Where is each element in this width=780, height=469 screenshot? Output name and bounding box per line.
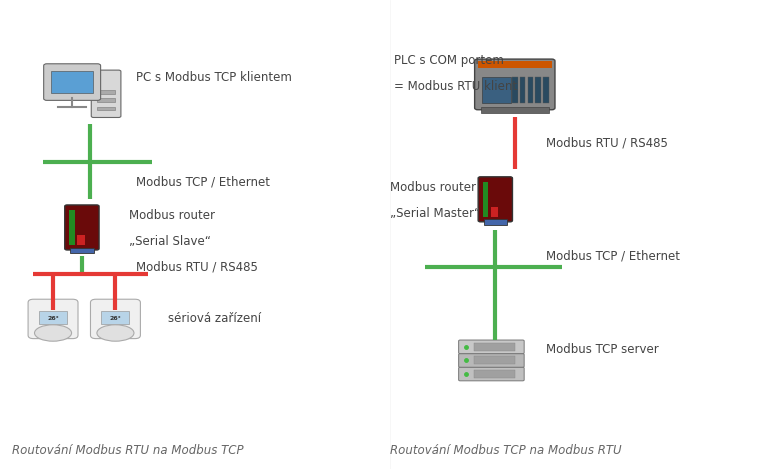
Bar: [491, 207, 498, 217]
Bar: [77, 235, 85, 245]
Bar: [520, 77, 526, 103]
Bar: [69, 210, 75, 245]
FancyBboxPatch shape: [28, 299, 78, 339]
Text: „Serial Slave“: „Serial Slave“: [129, 235, 211, 248]
Ellipse shape: [97, 325, 134, 341]
Bar: [474, 343, 515, 351]
Text: Modbus TCP / Ethernet: Modbus TCP / Ethernet: [136, 175, 271, 189]
FancyBboxPatch shape: [65, 205, 99, 250]
Bar: [512, 77, 518, 103]
Bar: [484, 219, 507, 225]
Text: „Serial Master“: „Serial Master“: [390, 207, 480, 220]
FancyBboxPatch shape: [474, 59, 555, 110]
Bar: [477, 61, 552, 68]
Bar: [39, 311, 67, 324]
Text: Modbus TCP server: Modbus TCP server: [546, 343, 659, 356]
FancyBboxPatch shape: [459, 367, 524, 381]
Text: Modbus router: Modbus router: [390, 181, 476, 194]
Text: = Modbus RTU klient: = Modbus RTU klient: [394, 80, 517, 93]
Bar: [51, 71, 93, 93]
Text: 26°: 26°: [47, 316, 59, 321]
FancyBboxPatch shape: [459, 354, 524, 367]
Bar: [482, 77, 511, 103]
Bar: [536, 77, 541, 103]
Bar: [70, 248, 94, 253]
Text: Modbus RTU / RS485: Modbus RTU / RS485: [546, 136, 668, 150]
FancyBboxPatch shape: [44, 64, 101, 100]
Bar: [544, 77, 549, 103]
Bar: [528, 77, 534, 103]
FancyBboxPatch shape: [91, 70, 121, 117]
Text: Modbus router: Modbus router: [129, 209, 215, 222]
Text: Modbus TCP / Ethernet: Modbus TCP / Ethernet: [546, 249, 680, 262]
Bar: [474, 370, 515, 378]
Text: Modbus RTU / RS485: Modbus RTU / RS485: [136, 261, 258, 274]
Text: PC s Modbus TCP klientem: PC s Modbus TCP klientem: [136, 71, 292, 84]
Bar: [483, 182, 488, 217]
Bar: [97, 98, 115, 102]
Text: 26°: 26°: [109, 316, 122, 321]
Text: sériová zařízení: sériová zařízení: [168, 312, 261, 325]
Bar: [480, 107, 549, 113]
FancyBboxPatch shape: [90, 299, 140, 339]
Text: PLC s COM portem: PLC s COM portem: [394, 54, 504, 68]
Text: Routování Modbus TCP na Modbus RTU: Routování Modbus TCP na Modbus RTU: [390, 444, 622, 457]
Ellipse shape: [34, 325, 72, 341]
Bar: [97, 107, 115, 111]
Bar: [97, 90, 115, 94]
Bar: [101, 311, 129, 324]
FancyBboxPatch shape: [459, 340, 524, 354]
Text: Routování Modbus RTU na Modbus TCP: Routování Modbus RTU na Modbus TCP: [12, 444, 243, 457]
Bar: [474, 356, 515, 364]
FancyBboxPatch shape: [478, 177, 512, 222]
